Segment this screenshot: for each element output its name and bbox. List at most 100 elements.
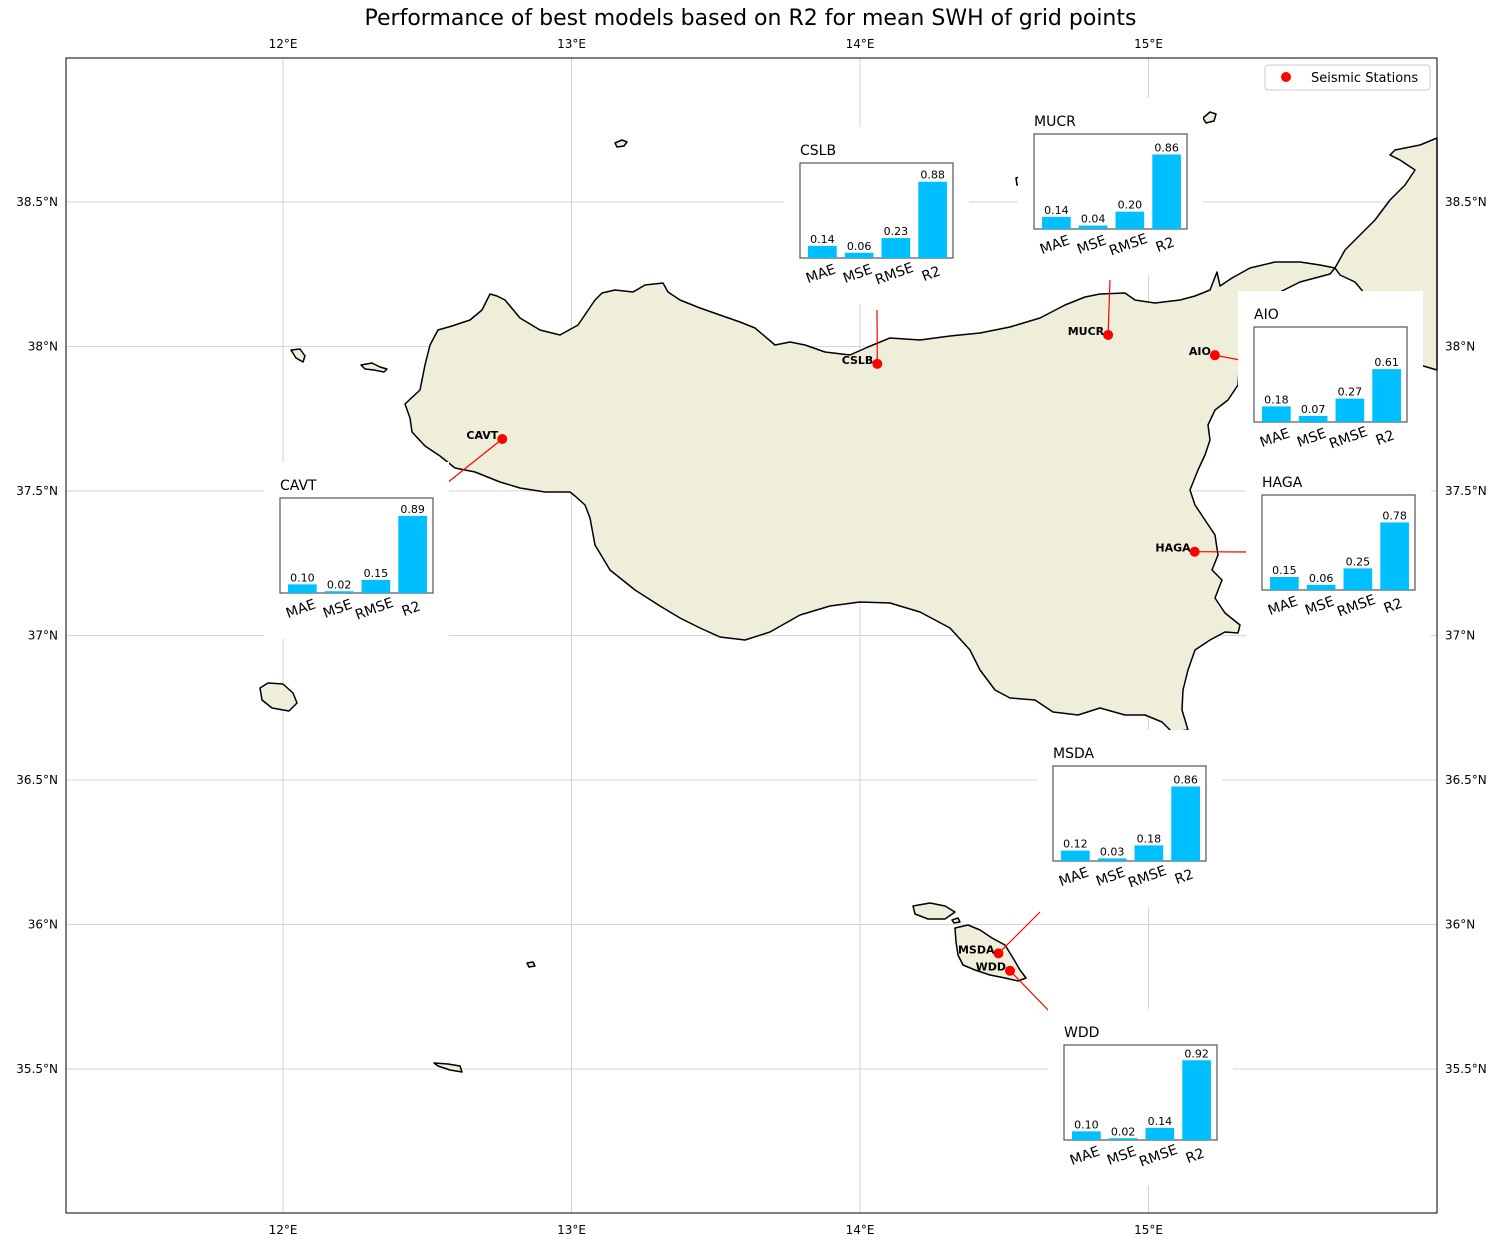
lat-tick-label-right: 35.5°N [1445,1062,1487,1076]
bar-value-label: 0.20 [1118,199,1143,212]
station-marker [993,948,1004,959]
bar-value-label: 0.12 [1063,838,1088,851]
station-marker [1103,329,1114,340]
station-label: CSLB [842,354,874,367]
aeolian-islet [1202,111,1217,124]
bar-value-label: 0.10 [1074,1118,1099,1131]
inset-title: MUCR [1034,114,1076,130]
inset-bar [881,238,911,258]
legend-box [1264,64,1431,91]
station-label: WDD [976,961,1006,974]
station-connector-line [998,911,1041,954]
map-frame [65,57,1438,1214]
lon-tick-label-bottom: 14°E [846,1223,875,1237]
lat-tick-label-left: 38°N [28,340,58,354]
station-marker [1005,965,1016,976]
inset-bar [1145,1127,1175,1140]
lat-tick-label-right: 36.5°N [1445,773,1487,787]
inset-bar [1182,1060,1211,1140]
inset-frame [1261,494,1416,591]
bar-category-label: R2 [400,599,423,620]
inset-bar [1298,415,1328,422]
bar-value-label: 0.27 [1338,386,1363,399]
bar-value-label: 0.86 [1173,773,1198,786]
station-marker [497,433,508,444]
inset-bar [361,580,391,593]
inset-title: WDD [1064,1025,1099,1041]
bar-value-label: 0.89 [400,503,425,516]
chart-title: Performance of best models based on R2 f… [364,6,1137,31]
inset-bar [1262,406,1291,422]
lat-tick-label-right: 38.5°N [1445,195,1487,209]
inset-bar [1115,211,1145,229]
bar-value-label: 0.15 [364,567,389,580]
inset-frame [799,162,954,259]
ustica-landmass [614,139,628,148]
lampione-landmass [433,1062,463,1073]
inset-bar [1380,522,1409,590]
inset-bar [1134,845,1164,861]
inset-bar [1152,154,1181,229]
inset-bar [1042,216,1071,229]
station-connector-line [1107,279,1111,335]
inset-frame [1063,1044,1218,1141]
bar-value-label: 0.92 [1184,1047,1209,1060]
inset-bar [324,591,354,593]
pantelleria-landmass [259,682,298,712]
inset-bar [1072,1131,1101,1140]
inset-charts-layer: CSLB0.14MAE0.06MSE0.23RMSE0.88R2MUCR0.14… [264,98,1431,1186]
inset-bar [1097,858,1127,861]
inset-frame [279,497,434,594]
station-label: HAGA [1155,542,1191,555]
legend-label: Seismic Stations [1311,71,1418,86]
lon-tick-label-top: 13°E [557,37,586,51]
inset-bar [288,584,317,593]
station-marker [1209,350,1220,361]
stations-layer: CSLB MUCR AIO CAVT HAGA MSDA WDD [446,279,1249,1013]
bar-value-label: 0.06 [1309,572,1334,585]
lat-tick-label-left: 36.5°N [16,773,58,787]
inset-bar [808,245,837,258]
station-connector-line [446,438,503,484]
bar-value-label: 0.88 [920,169,945,182]
lat-tick-label-left: 37°N [28,629,58,643]
lon-tick-label-bottom: 15°E [1134,1223,1163,1237]
gozo-landmass [912,902,956,920]
inset-bar [1171,786,1200,861]
lat-tick-label-left: 38.5°N [16,195,58,209]
inset-frame [1052,765,1207,862]
lon-tick-label-bottom: 12°E [269,1223,298,1237]
lon-tick-label-top: 12°E [269,37,298,51]
inset-bar [918,181,947,258]
bar-value-label: 0.10 [290,571,315,584]
bar-value-label: 0.18 [1264,393,1289,406]
sicily-landmass [404,261,1336,733]
inset-frame [1033,133,1188,230]
inset-bar [1372,369,1401,422]
inset-bar [1343,568,1373,590]
lat-tick-label-right: 36°N [1445,918,1475,932]
inset-title: AIO [1254,307,1279,323]
lon-tick-label-bottom: 13°E [557,1223,586,1237]
linosa-landmass [526,961,536,968]
bar-value-label: 0.02 [327,578,352,591]
lat-tick-label-right: 37.5°N [1445,484,1487,498]
bar-value-label: 0.06 [847,240,872,253]
station-marker [872,358,883,369]
inset-bar [1270,577,1299,590]
station-label: MUCR [1068,325,1105,338]
station-label: MSDA [958,943,995,956]
bar-category-label: R2 [920,264,943,285]
station-label: CAVT [466,429,498,442]
inset-title: MSDA [1053,746,1095,762]
inset-bar [1335,398,1365,422]
bar-category-label: R2 [1154,235,1177,256]
inset-title: CSLB [800,143,836,159]
lat-tick-label-right: 37°N [1445,629,1475,643]
inset-title: CAVT [280,478,317,494]
lat-tick-label-left: 36°N [28,918,58,932]
bar-value-label: 0.15 [1272,564,1297,577]
bar-category-label: R2 [1382,596,1405,617]
